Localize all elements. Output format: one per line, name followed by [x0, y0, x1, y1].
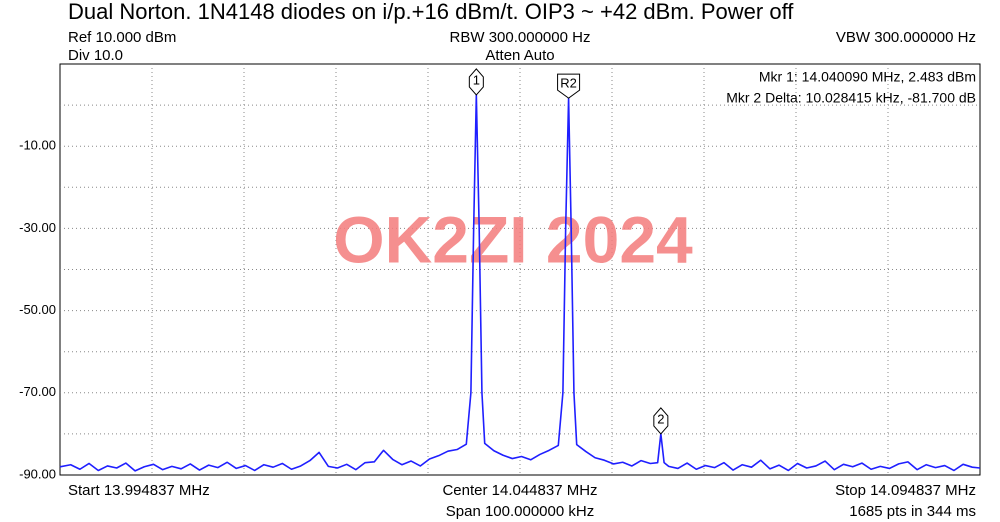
marker-readout: Mkr 1: 14.040090 MHz, 2.483 dBm [759, 69, 976, 85]
y-tick-label: -30.00 [19, 220, 56, 235]
div-setting: Div 10.0 [68, 47, 123, 64]
marker [468, 68, 484, 96]
atten: Atten Auto [485, 47, 554, 64]
stop-freq: Stop 14.094837 MHz [835, 482, 976, 499]
y-tick-label: -90.00 [19, 466, 56, 481]
rbw: RBW 300.000000 Hz [450, 29, 591, 46]
chart-title: Dual Norton. 1N4148 diodes on i/p.+16 dB… [68, 0, 794, 24]
start-freq: Start 13.994837 MHz [68, 482, 210, 499]
marker-readout: Mkr 2 Delta: 10.028415 kHz, -81.700 dB [726, 90, 976, 106]
marker-label: 1 [473, 72, 480, 87]
marker [557, 73, 581, 99]
marker-label: 2 [657, 411, 664, 426]
span: Span 100.000000 kHz [446, 503, 594, 520]
vbw: VBW 300.000000 Hz [836, 29, 976, 46]
marker [653, 407, 669, 435]
marker-label: R2 [560, 76, 577, 91]
center-freq: Center 14.044837 MHz [442, 482, 597, 499]
y-tick-label: -70.00 [19, 384, 56, 399]
y-tick-label: -10.00 [19, 138, 56, 153]
ref-level: Ref 10.000 dBm [68, 29, 176, 46]
sweep-info: 1685 pts in 344 ms [849, 503, 976, 520]
watermark: OK2ZI 2024 [333, 202, 693, 276]
spectrum-trace [59, 94, 981, 472]
y-tick-label: -50.00 [19, 302, 56, 317]
